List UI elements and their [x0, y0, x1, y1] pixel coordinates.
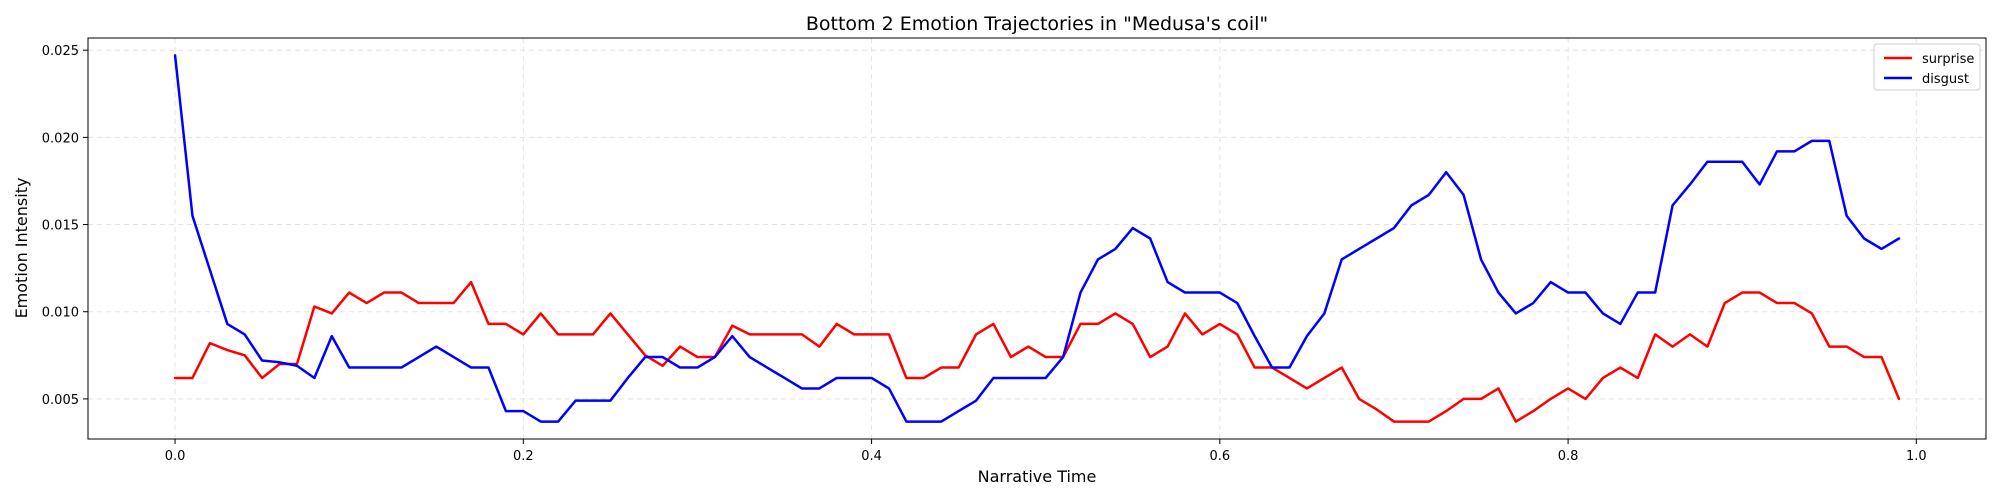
legend-label-surprise: surprise [1922, 52, 1974, 67]
grid [88, 38, 1986, 439]
y-tick-label: 0.005 [42, 393, 79, 408]
chart-title: Bottom 2 Emotion Trajectories in "Medusa… [806, 13, 1268, 35]
x-tick-label: 0.8 [1558, 449, 1579, 464]
x-tick-label: 0.0 [165, 449, 186, 464]
y-tick-label: 0.020 [42, 131, 79, 146]
x-tick-label: 1.0 [1906, 449, 1927, 464]
plot-area-frame [87, 37, 1987, 440]
x-axis-label: Narrative Time [978, 467, 1097, 486]
series-line-surprise [173, 280, 1901, 423]
y-tick-label: 0.010 [42, 306, 79, 321]
x-tick-label: 0.2 [513, 449, 534, 464]
x-tick-label: 0.4 [861, 449, 882, 464]
legend-label-disgust: disgust [1922, 72, 1969, 87]
y-axis-label: Emotion Intensity [12, 178, 31, 319]
y-tick-label: 0.015 [42, 219, 79, 234]
x-tick-label: 0.6 [1209, 449, 1230, 464]
series-line-disgust [173, 54, 1901, 423]
axis-ticks: 0.0 0.2 0.4 0.6 0.8 1.0 0.005 0.010 0.015 0.020 0.… [42, 44, 1927, 464]
series-lines [173, 54, 1901, 423]
legend: surprise disgust [1873, 43, 1981, 91]
y-tick-label: 0.025 [42, 44, 79, 59]
